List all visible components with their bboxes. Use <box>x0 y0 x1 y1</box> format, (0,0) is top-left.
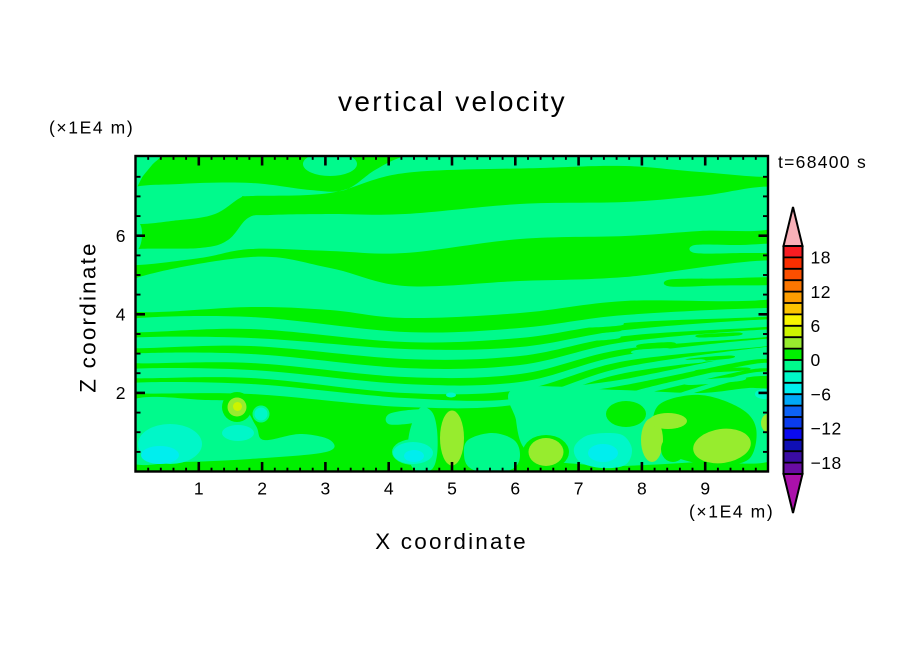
svg-text:5: 5 <box>447 479 457 499</box>
svg-text:1: 1 <box>194 479 204 499</box>
svg-text:(×1E4 m): (×1E4 m) <box>49 118 134 138</box>
svg-text:−18: −18 <box>811 453 842 473</box>
svg-text:6: 6 <box>116 226 126 246</box>
svg-text:2: 2 <box>257 479 267 499</box>
svg-text:2: 2 <box>116 383 126 403</box>
svg-text:18: 18 <box>811 248 831 268</box>
svg-text:X coordinate: X coordinate <box>375 529 528 554</box>
svg-text:12: 12 <box>811 282 831 302</box>
svg-text:vertical velocity: vertical velocity <box>338 86 567 117</box>
svg-text:9: 9 <box>700 479 710 499</box>
svg-text:t=68400 s: t=68400 s <box>778 152 867 172</box>
svg-text:−12: −12 <box>811 419 842 439</box>
svg-text:4: 4 <box>384 479 394 499</box>
svg-text:7: 7 <box>574 479 584 499</box>
svg-text:3: 3 <box>321 479 331 499</box>
svg-text:8: 8 <box>637 479 647 499</box>
svg-text:4: 4 <box>116 305 126 325</box>
svg-text:6: 6 <box>811 316 821 336</box>
svg-text:−6: −6 <box>811 384 832 404</box>
svg-text:6: 6 <box>510 479 520 499</box>
svg-text:(×1E4 m): (×1E4 m) <box>689 502 774 522</box>
svg-text:0: 0 <box>811 350 821 370</box>
svg-text:Z coordinate: Z coordinate <box>76 241 101 392</box>
